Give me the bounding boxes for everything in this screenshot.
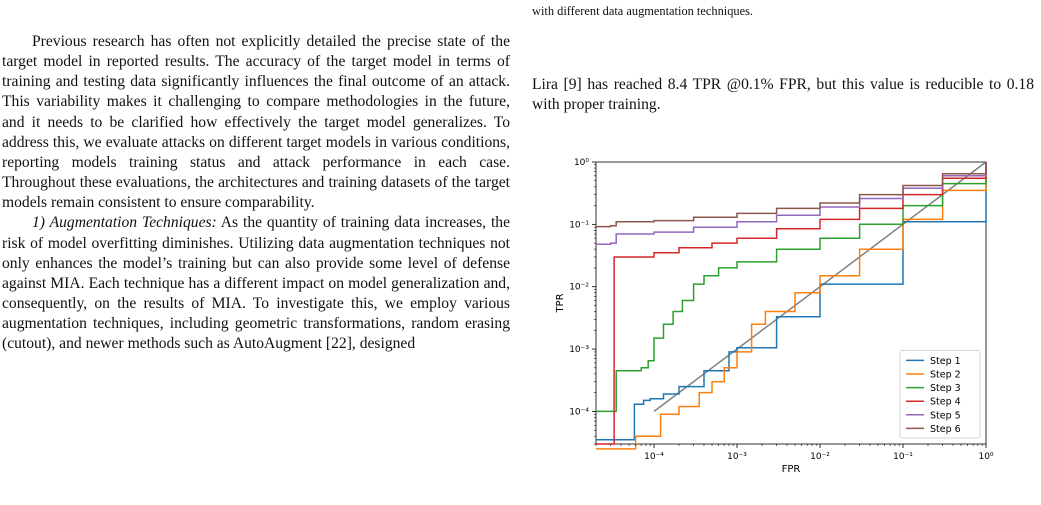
series-line-step-4: [596, 162, 987, 445]
x-tick-label: 10⁻⁴: [644, 452, 664, 462]
series-line-step-6: [596, 162, 987, 228]
y-tick-label: 10⁻²: [569, 283, 589, 293]
x-tick-label: 10⁻²: [810, 452, 830, 462]
paragraph-lira: Lira [9] has reached 8.4 TPR @0.1% FPR, …: [532, 76, 1034, 114]
section-heading-augmentation: 1) Augmentation Techniques:: [32, 214, 217, 232]
paragraph-target-model-state: Previous research has often not explicit…: [2, 33, 510, 212]
series-line-step-5: [596, 162, 987, 245]
legend-label: Step 2: [930, 370, 961, 381]
legend-label: Step 6: [930, 424, 961, 435]
y-tick-label: 10⁻³: [569, 345, 589, 355]
paragraph-augmentation-body: As the quantity of training data increas…: [2, 214, 510, 353]
x-tick-label: 10⁰: [978, 452, 993, 462]
figure-caption-tail: with different data augmentation techniq…: [532, 4, 754, 18]
y-tick-label: 10⁻⁴: [569, 407, 589, 417]
left-column: Previous research has often not explicit…: [2, 32, 510, 355]
x-axis-label: FPR: [782, 464, 801, 475]
legend-label: Step 1: [930, 356, 961, 367]
series-line-step-1: [596, 162, 987, 441]
legend: Step 1 Step 2 Step 3 Step 4 Step 5 Step 6: [899, 349, 981, 439]
y-tick-label: 10⁻¹: [569, 220, 589, 230]
paragraph-augmentation: 1) Augmentation Techniques: As the quant…: [2, 213, 510, 354]
series-line-step-3: [596, 162, 987, 413]
legend-label: Step 3: [930, 383, 961, 394]
legend-box: [899, 349, 981, 439]
x-tick-label: 10⁻³: [727, 452, 747, 462]
y-tick-label: 10⁰: [574, 158, 589, 168]
series-line-step-2: [596, 162, 987, 450]
x-tick-label: 10⁻¹: [893, 452, 913, 462]
legend-label: Step 4: [930, 397, 961, 408]
legend-label: Step 5: [930, 410, 961, 421]
roc-chart: 10⁻⁴ 10⁻⁴ 10⁻³ 10⁻³ 10⁻² 10⁻² 10⁻¹ 10⁻¹ 10⁰ 10⁰ F…: [555, 158, 994, 475]
y-axis-label: TPR: [555, 293, 566, 313]
